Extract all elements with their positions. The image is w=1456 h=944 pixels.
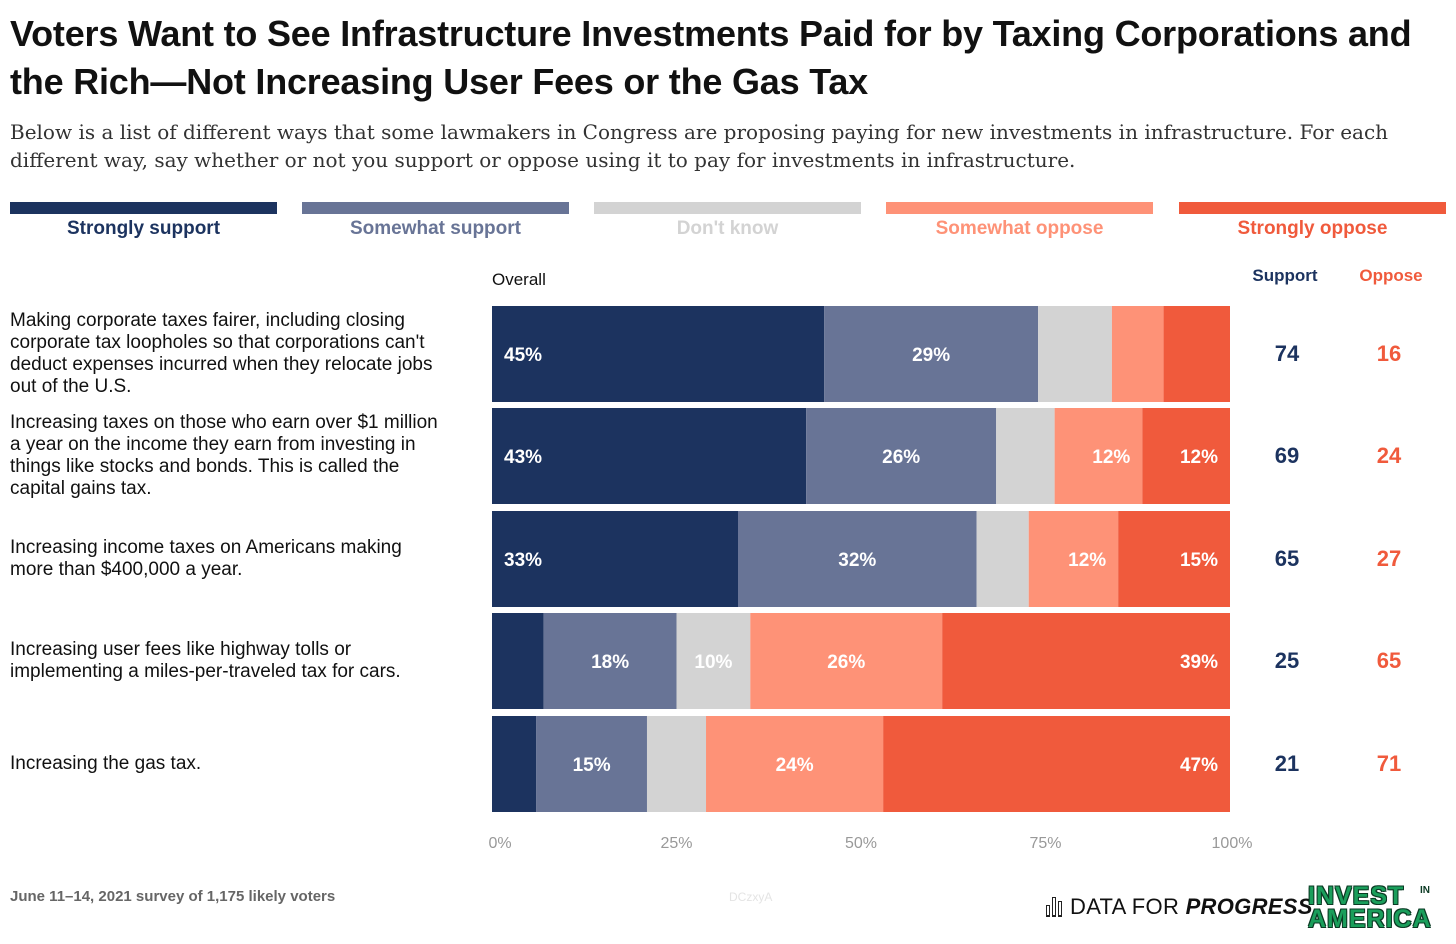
net-support-value: 69: [1274, 443, 1300, 468]
row-label: Making corporate taxes fairer, including…: [10, 310, 433, 397]
bar-data-label: 12%: [1068, 550, 1106, 571]
bar-segment-dont-know: [1038, 306, 1112, 402]
x-tick-label: 100%: [1212, 835, 1253, 852]
iia-small: IN: [1420, 885, 1430, 896]
bar-segment-strongly-oppose: [1163, 306, 1230, 402]
bar-data-label: 33%: [504, 550, 542, 571]
bar-data-label: 43%: [504, 447, 542, 468]
bar-segment-strongly-support: [492, 511, 738, 607]
oppose-column-header: Oppose: [1359, 266, 1423, 285]
bar-segment-strongly-support: [492, 716, 537, 812]
net-oppose-value: 16: [1376, 341, 1402, 366]
bar-data-label: 32%: [838, 550, 876, 571]
legend-swatch-strongly-support: [10, 202, 277, 214]
x-tick-label: 75%: [1029, 835, 1061, 852]
row-label: Increasing income taxes on Americans mak…: [10, 537, 402, 580]
bar-segment-dont-know: [646, 716, 707, 812]
net-support-value: 21: [1274, 751, 1300, 776]
invest-in-america-logo: INVEST IN AMERICA: [1308, 884, 1444, 934]
bar-data-label: 45%: [504, 345, 542, 366]
x-tick-label: 25%: [660, 835, 692, 852]
legend-swatch-dont-know: [594, 202, 861, 214]
dfp-brand-light: DATA FOR: [1070, 894, 1180, 919]
bar-segment-somewhat-support: [536, 716, 647, 812]
net-oppose-value: 71: [1376, 751, 1402, 776]
legend-swatch-strongly-oppose: [1179, 202, 1446, 214]
bar-segment-strongly-oppose: [883, 716, 1230, 812]
stacked-bar-chart: 45% 29% 43% 26% 12% 12% 33% 32% 12% 15% 18% 10% 26% 3…: [488, 306, 1253, 852]
bar-segment-strongly-oppose: [1142, 408, 1230, 504]
bar-segment-somewhat-oppose: [1111, 306, 1164, 402]
bar-segment-somewhat-oppose: [750, 613, 943, 709]
bar-segment-somewhat-oppose: [706, 716, 884, 812]
net-support-value: 65: [1274, 546, 1300, 571]
net-support-value: 25: [1274, 648, 1300, 673]
net-oppose-value: 24: [1376, 443, 1402, 468]
row-label: Increasing taxes on those who earn over …: [10, 412, 438, 499]
bar-segment-somewhat-support: [824, 306, 1039, 402]
net-oppose-value: 27: [1376, 546, 1402, 571]
bar-chart-icon: [1046, 897, 1062, 917]
row-label: Increasing user fees like highway tolls …: [10, 639, 401, 682]
bar-data-label: 12%: [1092, 447, 1130, 468]
net-support-value: 74: [1274, 341, 1300, 366]
bar-data-label: 10%: [694, 652, 732, 673]
overall-header: Overall: [492, 270, 546, 289]
legend-label-somewhat-support: Somewhat support: [349, 218, 521, 239]
bar-segment-somewhat-support: [806, 408, 997, 504]
bar-data-label: 12%: [1180, 447, 1218, 468]
watermark: DCzxyA: [729, 890, 773, 904]
legend-label-strongly-oppose: Strongly oppose: [1237, 218, 1388, 239]
bar-data-label: 15%: [573, 755, 611, 776]
bar-segment-somewhat-support: [543, 613, 677, 709]
bar-segment-somewhat-support: [738, 511, 977, 607]
bar-data-label: 26%: [827, 652, 865, 673]
chart-subtitle: Below is a list of different ways that s…: [10, 120, 1389, 172]
legend-label-somewhat-oppose: Somewhat oppose: [935, 218, 1104, 239]
bar-data-label: 29%: [912, 345, 950, 366]
x-tick-label: 0%: [488, 835, 511, 852]
bar-segment-somewhat-oppose: [1028, 511, 1119, 607]
bar-segment-somewhat-oppose: [1054, 408, 1143, 504]
iia-line1: INVEST: [1308, 882, 1405, 910]
row-label: Increasing the gas tax.: [10, 753, 202, 774]
legend-label-strongly-support: Strongly support: [66, 218, 221, 239]
legend-swatch-somewhat-oppose: [886, 202, 1153, 214]
bar-segment-dont-know: [676, 613, 751, 709]
bar-segment-strongly-support: [492, 408, 807, 504]
legend-label-dont-know: Don't know: [676, 218, 779, 239]
bar-data-label: 26%: [882, 447, 920, 468]
x-tick-label: 50%: [845, 835, 877, 852]
bar-segment-dont-know: [976, 511, 1029, 607]
support-column-header: Support: [1252, 266, 1318, 285]
bar-segment-dont-know: [996, 408, 1055, 504]
legend-swatch-somewhat-support: [302, 202, 569, 214]
bar-data-label: 15%: [1180, 550, 1218, 571]
data-for-progress-logo: DATA FOR PROGRESS: [1046, 894, 1313, 920]
chart-title: Voters Want to See Infrastructure Invest…: [10, 13, 1412, 102]
bar-segment-strongly-oppose: [1118, 511, 1230, 607]
survey-note: June 11–14, 2021 survey of 1,175 likely …: [10, 888, 336, 905]
iia-line2: AMERICA: [1308, 905, 1432, 933]
bar-data-label: 18%: [591, 652, 629, 673]
bar-segment-strongly-support: [492, 306, 825, 402]
dfp-brand-bold: PROGRESS: [1185, 894, 1313, 919]
bar-segment-strongly-oppose: [942, 613, 1230, 709]
bar-segment-strongly-support: [492, 613, 544, 709]
bar-data-label: 24%: [776, 755, 814, 776]
bar-data-label: 39%: [1180, 652, 1218, 673]
net-oppose-value: 65: [1376, 648, 1402, 673]
bar-data-label: 47%: [1180, 755, 1218, 776]
